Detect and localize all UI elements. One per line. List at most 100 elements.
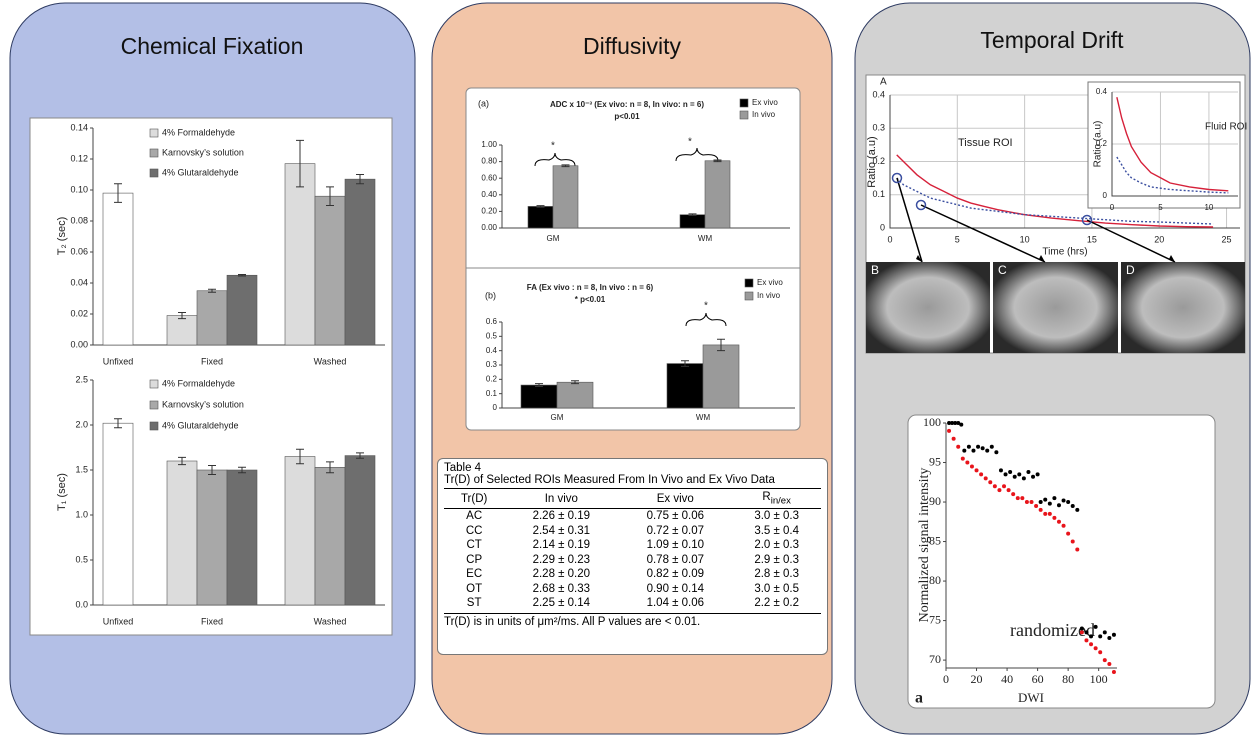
scatter-point xyxy=(1039,500,1043,504)
table-cell: 3.0 ± 0.5 xyxy=(732,582,821,597)
chart-subtitle: * p<0.01 xyxy=(575,295,606,304)
bar xyxy=(557,382,593,408)
bar xyxy=(315,196,345,345)
scatter-point xyxy=(1062,498,1066,502)
table-cell: 0.82 ± 0.09 xyxy=(618,567,732,582)
y-axis-label: Normalized signal intensity xyxy=(917,468,932,623)
bar xyxy=(680,215,705,228)
table-row: AC2.26 ± 0.190.75 ± 0.063.0 ± 0.3 xyxy=(444,509,821,524)
scatter-point xyxy=(1020,496,1024,500)
table: Tr(D)In vivoEx vivoRin/ex AC2.26 ± 0.190… xyxy=(444,488,821,611)
panel-title: Temporal Drift xyxy=(980,27,1124,53)
scatter-point xyxy=(1011,492,1015,496)
table-cell: CP xyxy=(444,553,504,568)
scatter-point xyxy=(970,464,974,468)
legend-swatch xyxy=(150,422,158,430)
column-header-subscript: in/ex xyxy=(771,495,791,506)
scatter-point xyxy=(956,445,960,449)
scatter-point xyxy=(975,468,979,472)
x-tick-label: Washed xyxy=(314,356,347,366)
bar xyxy=(197,291,227,345)
panel-label: (a) xyxy=(478,98,489,108)
table-cell: 2.2 ± 0.2 xyxy=(732,596,821,611)
y-tick-label: 2.5 xyxy=(75,374,88,384)
y-tick-label: 0.5 xyxy=(486,331,498,340)
y-tick-label: 1.5 xyxy=(75,464,88,474)
table-cell: 3.5 ± 0.4 xyxy=(732,524,821,539)
table-title: Tr(D) of Selected ROIs Measured From In … xyxy=(444,474,821,486)
brain-image xyxy=(866,262,990,353)
legend-label: Karnovsky’s solution xyxy=(162,399,244,409)
y-tick-label: 0.4 xyxy=(872,89,885,99)
scatter-point xyxy=(959,423,963,427)
legend-label: Ex vivo xyxy=(757,278,783,287)
bar xyxy=(285,457,315,606)
scatter-point xyxy=(994,450,998,454)
legend-label: Ex vivo xyxy=(752,98,778,107)
scatter-point xyxy=(1089,642,1093,646)
column-header: Rin/ex xyxy=(732,489,821,509)
y-tick-label: 0.06 xyxy=(70,246,88,256)
scatter-point xyxy=(962,449,966,453)
bar xyxy=(528,206,553,228)
y-tick-label: 0.6 xyxy=(486,317,498,326)
legend-label: 4% Formaldehyde xyxy=(162,378,235,388)
x-tick-label: Washed xyxy=(314,616,347,626)
scatter-point xyxy=(1080,626,1084,630)
column-header-text: Tr(D) xyxy=(461,493,487,505)
scatter-point xyxy=(967,445,971,449)
page: Chemical Fixation Diffusivity Temporal D… xyxy=(0,0,1255,737)
x-tick-label: Unfixed xyxy=(103,356,134,366)
x-tick-label: 20 xyxy=(971,672,983,686)
y-tick-label: 0.14 xyxy=(70,122,88,132)
chart: 00.20.40510Ratio (a.u)Fluid ROI xyxy=(1088,82,1247,212)
figure-box xyxy=(908,415,1215,708)
x-tick-label: 0 xyxy=(1110,203,1115,212)
y-tick-label: 0.3 xyxy=(486,360,498,369)
figure-box xyxy=(466,88,800,430)
scatter-point xyxy=(1107,636,1111,640)
x-tick-label: 10 xyxy=(1020,234,1030,244)
bar xyxy=(705,161,730,228)
y-tick-label: 2.0 xyxy=(75,419,88,429)
scatter-point xyxy=(1022,476,1026,480)
scatter-point xyxy=(1098,650,1102,654)
scatter-point xyxy=(1048,502,1052,506)
legend-swatch xyxy=(740,111,748,119)
y-tick-label: 0.4 xyxy=(486,346,498,355)
scatter-point xyxy=(947,429,951,433)
scatter-point xyxy=(1052,516,1056,520)
y-tick-label: 0.08 xyxy=(70,215,88,225)
bar xyxy=(345,179,375,345)
table-cell: 1.09 ± 0.10 xyxy=(618,538,732,553)
x-axis-label: Time (hrs) xyxy=(1042,247,1087,258)
y-tick-label: 0.80 xyxy=(481,157,497,166)
table-cell: ST xyxy=(444,596,504,611)
table-cell: 2.8 ± 0.3 xyxy=(732,567,821,582)
panel-title: Diffusivity xyxy=(583,33,681,59)
legend-swatch xyxy=(740,99,748,107)
scatter-point xyxy=(1057,520,1061,524)
scatter-point xyxy=(952,437,956,441)
scatter-point xyxy=(1107,662,1111,666)
table-cell: 2.9 ± 0.3 xyxy=(732,553,821,568)
scatter-point xyxy=(1066,500,1070,504)
brain-image xyxy=(1121,262,1245,353)
scatter-point xyxy=(1017,472,1021,476)
y-axis-label: Ratio (a.u) xyxy=(866,136,878,187)
column-header: In vivo xyxy=(504,489,618,509)
y-tick-label: 70 xyxy=(929,652,941,666)
bar xyxy=(197,470,227,605)
y-tick-label: 0.3 xyxy=(872,123,885,133)
scatter-point xyxy=(1026,470,1030,474)
table-cell: CT xyxy=(444,538,504,553)
x-tick-label: 5 xyxy=(1158,203,1163,212)
legend-label: Karnovsky’s solution xyxy=(162,147,244,157)
bar xyxy=(285,164,315,345)
annotation: * xyxy=(704,301,708,312)
panel-label: (b) xyxy=(485,290,496,300)
y-tick-label: 0.0 xyxy=(75,599,88,609)
